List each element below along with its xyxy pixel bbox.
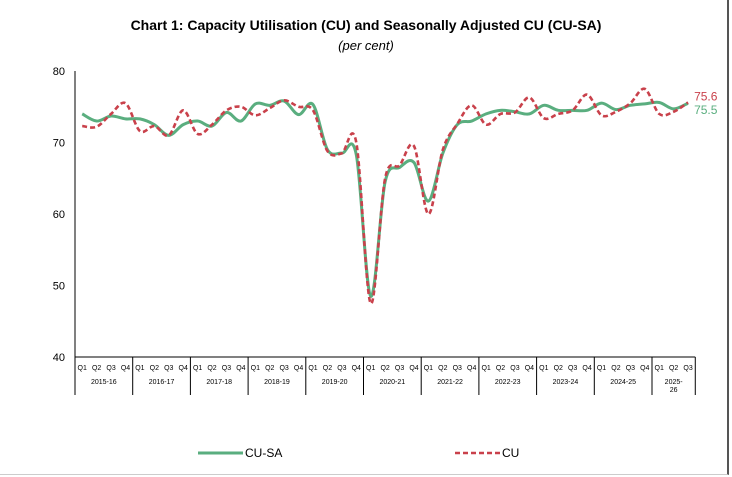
- x-tick-year: 2017-18: [206, 379, 232, 386]
- series-line-cu-sa: [81, 99, 689, 298]
- x-tick-quarter: Q3: [568, 365, 577, 372]
- legend-label-cu: CU: [502, 446, 519, 460]
- x-tick-quarter: Q2: [323, 365, 332, 372]
- chart-subtitle: (per cent): [338, 38, 394, 53]
- x-tick-quarter: Q1: [251, 365, 260, 372]
- x-tick-quarter: Q4: [179, 365, 188, 372]
- end-value-label-cu: 75.6: [694, 89, 718, 103]
- x-tick-quarter: Q4: [294, 365, 303, 372]
- y-tick-label: 80: [53, 66, 65, 78]
- x-tick-quarter: Q2: [611, 365, 620, 372]
- x-tick-quarter: Q4: [582, 365, 591, 372]
- x-tick-quarter: Q2: [496, 365, 505, 372]
- x-tick-quarter: Q3: [395, 365, 404, 372]
- y-tick-label: 70: [53, 138, 65, 150]
- x-tick-year: 2022-23: [495, 379, 521, 386]
- x-tick-quarter: Q2: [669, 365, 678, 372]
- end-value-label-cu-sa: 75.5: [694, 103, 718, 117]
- x-tick-quarter: Q1: [366, 365, 375, 372]
- x-tick-quarter: Q4: [467, 365, 476, 372]
- x-tick-quarter: Q1: [135, 365, 144, 372]
- x-tick-quarter: Q4: [525, 365, 534, 372]
- x-tick-year: 2024-25: [610, 379, 636, 386]
- x-tick-year: 2019-20: [322, 379, 348, 386]
- x-tick-quarter: Q1: [193, 365, 202, 372]
- x-tick-quarter: Q3: [106, 365, 115, 372]
- x-tick-quarter: Q4: [352, 365, 361, 372]
- x-tick-quarter: Q4: [409, 365, 418, 372]
- chart-title: Chart 1: Capacity Utilisation (CU) and S…: [130, 17, 602, 33]
- x-tick-quarter: Q3: [626, 365, 635, 372]
- x-tick-quarter: Q1: [78, 365, 87, 372]
- x-tick-quarter: Q2: [265, 365, 274, 372]
- x-tick-quarter: Q1: [481, 365, 490, 372]
- series-line-cu: [82, 87, 689, 305]
- x-tick-year: 2020-21: [379, 379, 405, 386]
- x-tick-quarter: Q3: [453, 365, 462, 372]
- x-tick-quarter: Q3: [683, 365, 692, 372]
- x-tick-quarter: Q3: [337, 365, 346, 372]
- x-tick-quarter: Q1: [539, 365, 548, 372]
- x-tick-year-cont: 26: [670, 387, 678, 394]
- x-tick-year: 2025-: [665, 379, 684, 386]
- x-tick-quarter: Q2: [150, 365, 159, 372]
- x-tick-year: 2023-24: [553, 379, 579, 386]
- x-tick-year: 2021-22: [437, 379, 463, 386]
- y-tick-label: 50: [53, 281, 65, 293]
- x-tick-quarter: Q3: [510, 365, 519, 372]
- x-tick-quarter: Q1: [655, 365, 664, 372]
- x-tick-quarter: Q2: [438, 365, 447, 372]
- x-tick-quarter: Q1: [424, 365, 433, 372]
- x-tick-quarter: Q2: [92, 365, 101, 372]
- x-tick-quarter: Q3: [164, 365, 173, 372]
- x-tick-quarter: Q1: [308, 365, 317, 372]
- y-tick-label: 40: [53, 352, 65, 364]
- x-tick-quarter: Q4: [121, 365, 130, 372]
- x-tick-year: 2016-17: [149, 379, 175, 386]
- x-tick-year: 2018-19: [264, 379, 290, 386]
- x-tick-quarter: Q1: [597, 365, 606, 372]
- x-tick-quarter: Q2: [207, 365, 216, 372]
- x-tick-quarter: Q4: [236, 365, 245, 372]
- x-tick-year: 2015-16: [91, 379, 117, 386]
- y-tick-label: 60: [53, 209, 65, 221]
- x-tick-quarter: Q3: [222, 365, 231, 372]
- x-tick-quarter: Q3: [279, 365, 288, 372]
- x-tick-quarter: Q4: [640, 365, 649, 372]
- x-tick-quarter: Q2: [554, 365, 563, 372]
- x-tick-quarter: Q2: [380, 365, 389, 372]
- legend-label-cu-sa: CU-SA: [245, 446, 282, 460]
